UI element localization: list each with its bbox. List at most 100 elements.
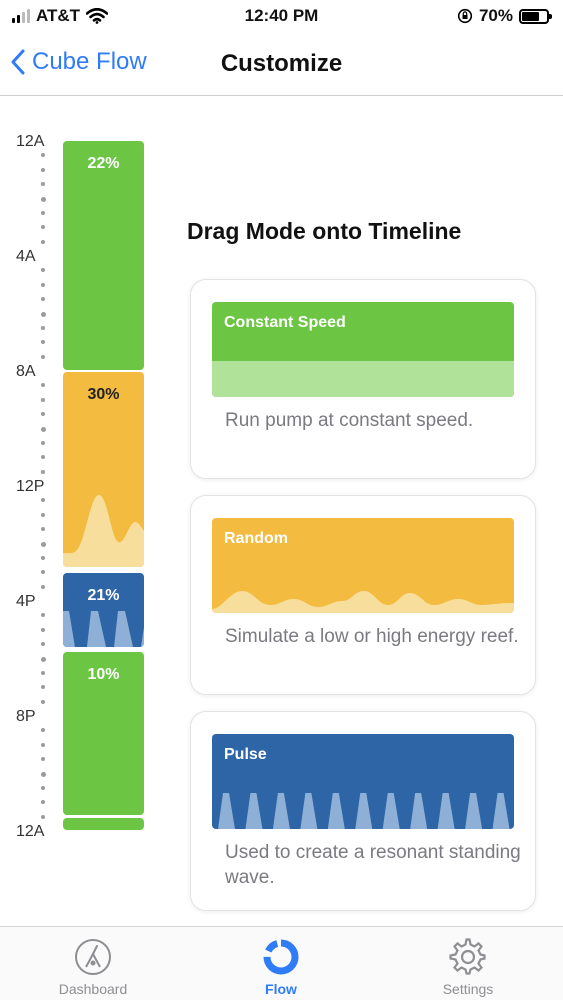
timeline-tick [41,455,45,460]
pulse-teeth [218,793,510,829]
timeline-tick [41,383,45,388]
time-label: 8P [16,708,36,725]
timeline-tick [40,541,46,547]
back-button[interactable]: Cube Flow [10,48,147,76]
segment-percent: 30% [87,386,120,403]
timeline-tick [41,167,45,172]
timeline-tick [41,440,45,445]
timeline-tick [41,297,45,302]
timeline-tick [41,340,45,345]
battery-percent: 70% [478,6,513,25]
clock: 12:40 PM [244,6,319,25]
timeline-tick [41,469,45,474]
timeline-tick [40,656,46,662]
timeline-segment-constant-speed[interactable]: 10% [63,652,144,815]
timeline-tick [41,685,45,690]
timeline[interactable]: 12A 4A 8A 12P 4P 8P 12A 22% 30% 21% 10% [0,96,160,840]
timeline-tick [41,527,45,532]
timeline-tick [41,498,45,503]
timeline-tick [41,570,45,575]
timeline-tick [41,728,45,733]
tab-label: Settings [442,981,494,997]
navigation-bar: Cube Flow Customize [0,34,563,96]
mode-preview: Constant Speed [212,302,514,397]
timeline-tick [41,814,45,819]
mode-name: Constant Speed [224,314,346,331]
random-wave-icon [63,495,144,567]
tab-settings[interactable]: Settings [408,935,528,997]
mode-name: Pulse [224,746,267,763]
battery-icon [519,8,552,24]
time-label: 12P [16,478,45,495]
timeline-tick [41,785,45,790]
segment-percent: 21% [87,587,120,604]
timeline-tick [41,699,45,704]
timeline-tick [41,153,45,158]
time-label: 12A [16,133,45,150]
mode-card-pulse[interactable]: Pulse Used to create a resonant standing… [190,711,536,911]
timeline-tick [41,182,45,187]
wifi-icon [86,8,109,24]
time-label: 12A [16,823,45,840]
timeline-tick [41,412,45,417]
timeline-tick [41,512,45,517]
tab-label: Dashboard [58,981,128,997]
tab-label: Flow [265,981,297,997]
mode-card-constant-speed[interactable]: Constant Speed Run pump at constant spee… [190,279,536,479]
timeline-segment-constant-speed[interactable]: 22% [63,141,144,370]
timeline-segment-constant-speed[interactable] [63,818,144,830]
constant-flow-band [212,361,514,397]
timeline-tick [41,354,45,359]
segment-percent: 10% [87,666,120,683]
mode-card-random[interactable]: Random Simulate a low or high energy ree… [190,495,536,695]
mode-preview: Random [212,518,514,613]
pulse-wave-icon [63,611,144,647]
orientation-lock-icon [457,8,473,24]
timeline-tick [41,670,45,675]
timeline-tick [40,771,46,777]
chevron-left-icon [11,49,25,75]
tab-flow[interactable]: Flow [221,935,341,997]
page-title: Customize [220,50,343,77]
segment-percent: 22% [87,155,120,172]
tab-bar: Dashboard Flow Settings [0,926,563,1000]
status-bar: AT&T 12:40 PM 70% [0,0,563,34]
donut-chart-icon [263,939,299,975]
timeline-tick [41,239,45,244]
mode-name: Random [224,530,288,547]
pulse-wave-icon [218,793,510,829]
timeline-segment-random[interactable]: 30% [63,372,144,567]
timeline-tick [41,742,45,747]
timeline-tick [41,210,45,215]
gear-icon [449,938,486,975]
timeline-tick [41,397,45,402]
timeline-tick [41,268,45,273]
back-button-label: Cube Flow [32,48,147,75]
timeline-segment-pulse[interactable]: 21% [63,573,144,647]
cellular-signal-icon [12,9,30,23]
timeline-tick [40,196,46,202]
gauge-icon [75,939,111,975]
random-wave-icon [212,591,514,613]
timeline-tick [41,325,45,330]
time-label: 4P [16,593,36,610]
timeline-tick [41,613,45,618]
timeline-tick [41,555,45,560]
timeline-tick [41,627,45,632]
mode-description: Run pump at constant speed. [225,410,474,431]
timeline-tick [40,426,46,432]
carrier-label: AT&T [36,6,81,25]
timeline-tick [41,757,45,762]
panel-title: Drag Mode onto Timeline [187,218,462,244]
time-label: 8A [16,363,36,380]
mode-description: Simulate a low or high energy reef. [225,626,519,647]
timeline-tick [41,282,45,287]
timeline-tick [41,642,45,647]
timeline-tick [41,225,45,230]
timeline-tick [41,800,45,805]
mode-description: Used to create a resonant standing wave. [225,842,521,888]
timeline-tick [41,584,45,589]
time-label: 4A [16,248,36,265]
timeline-tick [40,311,46,317]
tab-dashboard[interactable]: Dashboard [33,935,153,997]
